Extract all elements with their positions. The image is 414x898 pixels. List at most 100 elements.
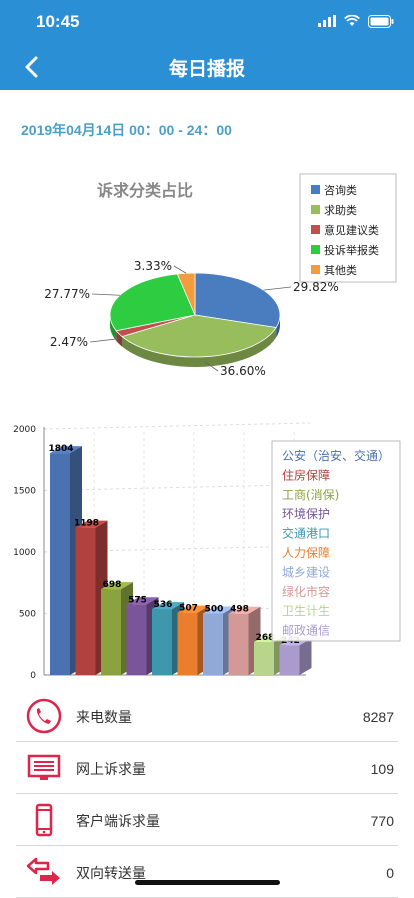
- pie-data-label: 2.47%: [50, 335, 88, 349]
- bar-front: [152, 609, 172, 675]
- stat-label: 网上诉求量: [76, 762, 146, 778]
- pie-top: [109, 272, 281, 358]
- bar-y-tick-label: 1000: [13, 548, 36, 558]
- page-title: 每日播报: [168, 58, 245, 80]
- bar-front: [50, 453, 70, 675]
- bar-front: [75, 527, 96, 675]
- bar-top: [203, 606, 235, 614]
- pie-legend-swatch: [311, 185, 320, 194]
- bar-data-label: 1804: [48, 444, 73, 454]
- pie-leader-line: [91, 293, 120, 296]
- bar-front: [254, 642, 274, 675]
- wifi-icon: [344, 15, 360, 26]
- pie-legend-swatch: [311, 205, 320, 214]
- bar-front: [177, 612, 198, 675]
- bar-data-label: 536: [154, 600, 173, 610]
- stat-row-transfer[interactable]: 双向转送量 0: [16, 846, 398, 898]
- bar-top: [75, 520, 108, 528]
- bar-top: [126, 597, 159, 605]
- monitor-icon: [27, 754, 61, 780]
- bar-top: [101, 582, 133, 590]
- battery-icon: [368, 14, 394, 28]
- bar-data-label: 1198: [74, 519, 99, 529]
- pie-leader-line: [204, 361, 219, 372]
- bar-data-label: 507: [179, 604, 198, 614]
- bar-y-tick-label: 0: [30, 671, 36, 681]
- bar-y-tick-label: 500: [19, 610, 36, 620]
- date-range: 2019年04月14日 00：00 - 24：00: [21, 122, 232, 138]
- pie-legend-label: 求助类: [324, 203, 357, 217]
- phone-icon: [26, 698, 62, 734]
- bar-series: 1804 1198 698 575 536 507 500 498 268 242: [48, 444, 312, 675]
- stat-value: 770: [370, 813, 394, 829]
- stat-row-calls[interactable]: 来电数量 8287: [16, 690, 398, 742]
- stat-value: 109: [370, 761, 394, 777]
- pie-sides: [110, 315, 280, 367]
- bar-y-tick-label: 2000: [13, 425, 36, 435]
- stat-row-online[interactable]: 网上诉求量 109: [16, 742, 398, 794]
- pie-title: 诉求分类占比: [97, 181, 193, 200]
- stat-value: 8287: [362, 709, 394, 725]
- bar-legend-label: 工商(消保): [282, 487, 339, 502]
- bar: 242: [279, 636, 312, 675]
- bar-front: [126, 604, 147, 675]
- bar-front: [279, 645, 300, 675]
- bar-data-label: 498: [230, 605, 249, 615]
- signal-icon: [318, 15, 336, 27]
- bar-front: [203, 613, 223, 675]
- pie-legend-label: 投诉举报类: [324, 243, 379, 257]
- bar-legend-label: 交通港口: [282, 526, 330, 541]
- stats-list: 来电数量 8287 网上诉求量 109 客户端诉求量 770 双向转送量 0: [0, 690, 414, 898]
- bar-legend-label: 城乡建设: [282, 565, 330, 579]
- pie-chart-svg: 诉求分类占比 咨询类求助类意见建议类投诉举报类其他类29.82%36.60%2.4…: [44, 173, 397, 378]
- bar-grid-line: [43, 422, 311, 430]
- bar-top: [152, 602, 184, 610]
- pie-leader-line: [263, 286, 292, 291]
- mobile-icon: [35, 803, 53, 837]
- app-header: 10:45 每日播报: [0, 0, 414, 90]
- bar-top: [50, 446, 82, 454]
- bar-top: [177, 605, 210, 613]
- bar-data-label: 268: [256, 633, 275, 643]
- status-icons: [318, 14, 394, 28]
- bar: 498: [228, 605, 261, 675]
- stat-row-client[interactable]: 客户端诉求量 770: [16, 794, 398, 846]
- pie-data-label: 36.60%: [220, 364, 266, 378]
- stat-label: 来电数量: [76, 710, 132, 726]
- bar-legend-label: 环境保护: [282, 506, 330, 521]
- home-indicator: [135, 880, 280, 885]
- bar-grid-line: [43, 484, 311, 491]
- bar-front: [101, 589, 121, 675]
- bar-legend-label: 邮政通信: [282, 624, 330, 638]
- pie-slice-side: [276, 315, 280, 338]
- pie-legend-label: 咨询类: [324, 183, 357, 197]
- category-pie-chart: 诉求分类占比 咨询类 求助类 意见建议类 投诉举报类 其他类 29.82% 36.60% 2.4…: [0, 160, 414, 400]
- bar-data-label: 500: [205, 605, 224, 615]
- pie-data-label: 27.77%: [44, 287, 90, 301]
- bar-legend-label: 公安（治安、交通）: [282, 448, 390, 463]
- pie-slice-side: [116, 330, 123, 347]
- pie-labels: 29.82% 36.60% 2.47% 27.77% 3.33%: [44, 259, 339, 378]
- transfer-icon: [26, 857, 60, 885]
- pie-slice: [194, 272, 281, 328]
- back-arrow-icon[interactable]: [18, 52, 48, 82]
- pie-legend-swatch: [311, 265, 320, 274]
- pie-legend-label: 其他类: [324, 263, 357, 277]
- bar-legend-label: 绿化市容: [282, 584, 330, 599]
- pie-legend-label: 意见建议类: [324, 223, 379, 237]
- status-time: 10:45: [36, 12, 80, 31]
- bar-legend-label: 卫生计生: [282, 604, 330, 618]
- bar-data-label: 698: [103, 580, 122, 590]
- bar-top: [228, 606, 261, 614]
- bar-legend-label: 人力保障: [282, 545, 330, 560]
- pie-leader-line: [173, 265, 187, 274]
- pie-leader-line: [89, 338, 119, 343]
- pie-data-label: 29.82%: [293, 280, 339, 294]
- pie-data-label: 3.33%: [134, 259, 172, 273]
- stat-label: 双向转送量: [76, 866, 146, 882]
- bar-front: [228, 613, 249, 675]
- bar-y-tick-label: 1500: [13, 487, 36, 497]
- pie-legend-swatch: [311, 225, 320, 234]
